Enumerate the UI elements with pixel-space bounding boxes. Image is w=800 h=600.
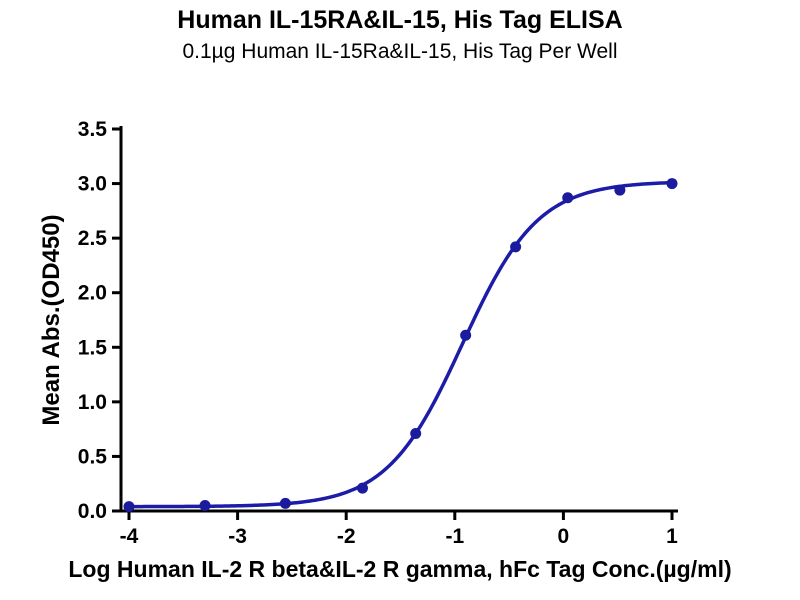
fit-curve — [127, 180, 674, 509]
data-point — [199, 500, 211, 512]
y-tick-label: 0.0 — [78, 500, 107, 523]
chart-title: Human IL-15RA&IL-15, His Tag ELISA — [177, 6, 623, 34]
x-tick-label: 1 — [666, 525, 678, 548]
x-tick-label: -2 — [337, 525, 356, 548]
y-tick-label: 1.5 — [78, 336, 108, 359]
x-tick-label: -3 — [228, 525, 247, 548]
data-point — [356, 482, 368, 494]
data-point — [410, 428, 422, 440]
y-tick-label: 2.5 — [78, 227, 108, 250]
x-tick-label: 0 — [558, 525, 570, 548]
y-tick-label: 3.5 — [78, 118, 108, 141]
chart-subtitle: 0.1µg Human IL-15Ra&IL-15, His Tag Per W… — [182, 40, 618, 63]
y-tick-label: 1.0 — [78, 391, 107, 414]
data-point — [510, 241, 522, 253]
y-tick-label: 0.5 — [78, 445, 108, 468]
x-axis-label: Log Human IL-2 R beta&IL-2 R gamma, hFc … — [68, 556, 732, 582]
data-point — [562, 192, 574, 204]
x-tick-label: -4 — [120, 525, 139, 548]
x-tick-label: -1 — [445, 525, 464, 548]
data-point — [614, 184, 626, 196]
y-tick-label: 2.0 — [78, 282, 107, 305]
data-point — [460, 329, 472, 341]
data-point — [666, 178, 678, 190]
y-tick-label: 3.0 — [78, 173, 107, 196]
data-point — [279, 497, 291, 509]
data-point — [123, 501, 135, 513]
